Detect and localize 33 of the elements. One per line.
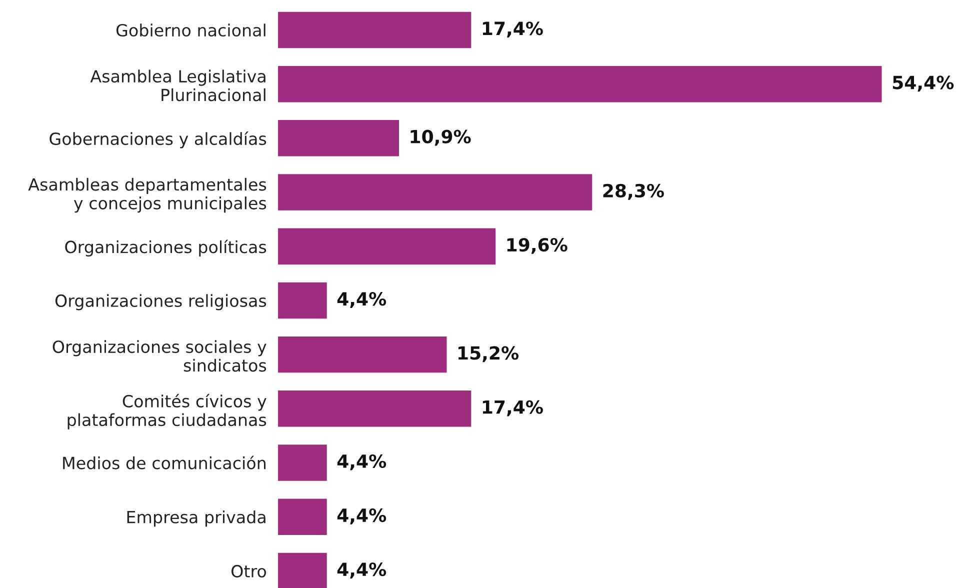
y-tick-label: Gobernaciones y alcaldías <box>50 132 266 148</box>
y-tick-label: Organizaciones políticas <box>65 240 266 257</box>
bar <box>278 498 327 535</box>
bar <box>278 66 882 102</box>
y-tick-label: Comités cívicos y plataformas ciudadanas <box>68 394 266 430</box>
bar <box>278 336 447 373</box>
data-label: 4,4% <box>337 454 386 470</box>
y-tick-label: Otro <box>232 564 266 578</box>
data-label: 4,4% <box>337 508 386 524</box>
data-label: 4,4% <box>337 292 386 308</box>
data-label: 19,6% <box>507 238 568 254</box>
y-tick-label: Gobierno nacional <box>116 24 266 37</box>
bar <box>278 228 496 264</box>
y-tick-label: Medios de comunicación <box>63 456 266 470</box>
data-label: 17,4% <box>482 400 543 416</box>
bar <box>278 282 327 319</box>
data-label: 4,4% <box>337 562 386 578</box>
data-label: 10,9% <box>410 130 471 146</box>
bar <box>278 444 327 481</box>
bar <box>278 390 472 427</box>
bar <box>278 174 592 210</box>
y-tick-label: Empresa privada <box>127 510 266 527</box>
data-label: 17,4% <box>482 22 543 38</box>
data-label: 54,4% <box>892 76 954 92</box>
data-label: 28,3% <box>603 184 664 200</box>
data-label: 15,2% <box>458 346 519 362</box>
bar <box>278 12 472 48</box>
y-tick-label: Organizaciones sociales y sindicatos <box>52 340 266 372</box>
y-tick-label: Asamblea Legislativa Plurinacional <box>90 70 266 102</box>
y-tick-label: Asambleas departamentales y concejos municipales <box>28 178 266 213</box>
bar <box>278 120 400 156</box>
bar <box>278 552 327 588</box>
y-tick-label: Organizaciones religiosas <box>55 294 266 310</box>
